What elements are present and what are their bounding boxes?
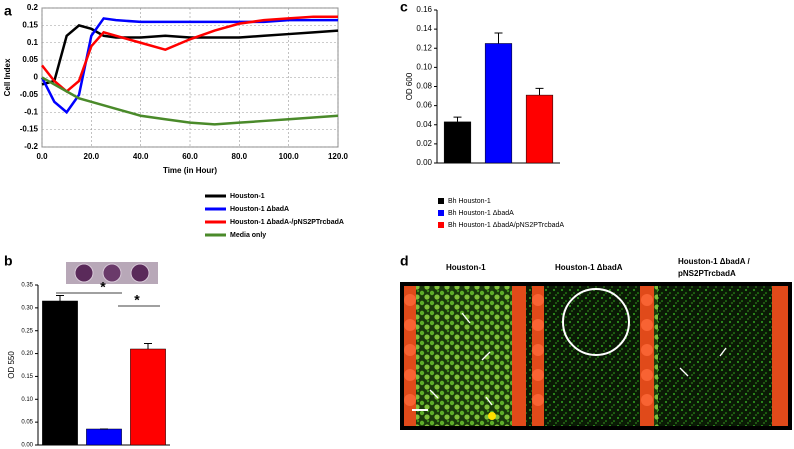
y-axis-label: Cell Index — [3, 58, 12, 96]
panel-label: c — [400, 0, 408, 15]
panel-label: a — [4, 3, 12, 19]
legend-swatch — [438, 198, 444, 204]
y-tick-label: 0.14 — [416, 24, 432, 33]
error-bar — [144, 343, 152, 349]
x-tick-label: 80.0 — [232, 152, 248, 161]
image-title: Houston-1 — [446, 263, 486, 272]
plate-photo — [66, 262, 158, 284]
image-title: Houston-1 ΔbadA — [555, 263, 623, 272]
y-tick-label: 0.16 — [416, 5, 432, 14]
y-tick-label: 0.10 — [416, 62, 432, 71]
error-bar — [494, 32, 503, 44]
y-tick-label: 0.35 — [21, 283, 33, 289]
y-tick-label: 0.05 — [21, 420, 33, 426]
legend-label: Media only — [230, 232, 266, 239]
bar — [86, 428, 122, 446]
bar — [130, 348, 166, 446]
error-bar — [535, 87, 544, 96]
bar — [484, 43, 513, 164]
y-tick-label: 0.05 — [22, 55, 38, 64]
y-tick-label: 0.02 — [416, 139, 432, 148]
y-tick-label: 0 — [34, 73, 39, 82]
legend-label: Houston-1 ΔbadA — [230, 206, 289, 213]
significance: * — [100, 279, 106, 295]
image-title: pNS2PTrcbadA — [678, 269, 736, 278]
legend-label: Houston-1 ΔbadA-/pNS2PTrcbadA — [230, 219, 344, 226]
y-tick-label: 0.15 — [21, 374, 33, 380]
y-tick-label: 0.2 — [27, 3, 39, 12]
y-tick-label: 0.1 — [27, 38, 39, 47]
y-axis-label: OD 550 — [7, 351, 16, 379]
y-axis-label: OD 600 — [405, 72, 414, 100]
bar — [525, 94, 554, 164]
image-title: Houston-1 ΔbadA / — [678, 257, 750, 266]
y-tick-label: 0.15 — [22, 20, 38, 29]
x-tick-label: 40.0 — [133, 152, 149, 161]
x-tick-label: 60.0 — [182, 152, 198, 161]
y-tick-label: 0.00 — [21, 443, 33, 449]
series-line — [40, 17, 338, 115]
error-bar — [453, 116, 462, 122]
y-tick-label: -0.15 — [20, 125, 39, 134]
x-tick-label: 0.0 — [36, 152, 48, 161]
panel-label: b — [4, 253, 13, 269]
series-line — [41, 15, 338, 94]
y-tick-label: -0.05 — [20, 90, 39, 99]
y-tick-label: -0.2 — [24, 142, 38, 151]
y-tick-label: 0.10 — [21, 397, 33, 403]
series-line — [41, 23, 339, 86]
panel-label: d — [400, 253, 409, 269]
bar — [42, 300, 78, 446]
y-tick-label: 0.08 — [416, 82, 432, 91]
error-bar — [56, 295, 64, 301]
significance: * — [134, 292, 140, 308]
microscopy — [400, 282, 792, 430]
y-tick-label: 0.30 — [21, 305, 33, 311]
y-tick-label: 0.04 — [416, 120, 432, 129]
x-tick-label: 100.0 — [279, 152, 300, 161]
x-tick-label: 120.0 — [328, 152, 349, 161]
y-tick-label: 0.20 — [21, 351, 33, 357]
bar — [443, 121, 472, 164]
legend-label: Bh Houston-1 — [448, 198, 491, 205]
y-tick-label: 0.25 — [21, 328, 33, 334]
legend-label: Houston-1 — [230, 193, 265, 200]
y-tick-label: 0.00 — [416, 158, 432, 167]
x-tick-label: 20.0 — [84, 152, 100, 161]
y-tick-label: 0.06 — [416, 101, 432, 110]
y-tick-label: 0.12 — [416, 43, 432, 52]
x-axis-label: Time (in Hour) — [163, 166, 217, 175]
legend-swatch — [438, 222, 444, 228]
legend-label: Bh Houston-1 ΔbadA/pNS2PTrcbadA — [448, 222, 564, 229]
legend-label: Bh Houston-1 ΔbadA — [448, 210, 514, 217]
legend-swatch — [438, 210, 444, 216]
y-tick-label: -0.1 — [24, 107, 38, 116]
series-line — [41, 76, 339, 126]
